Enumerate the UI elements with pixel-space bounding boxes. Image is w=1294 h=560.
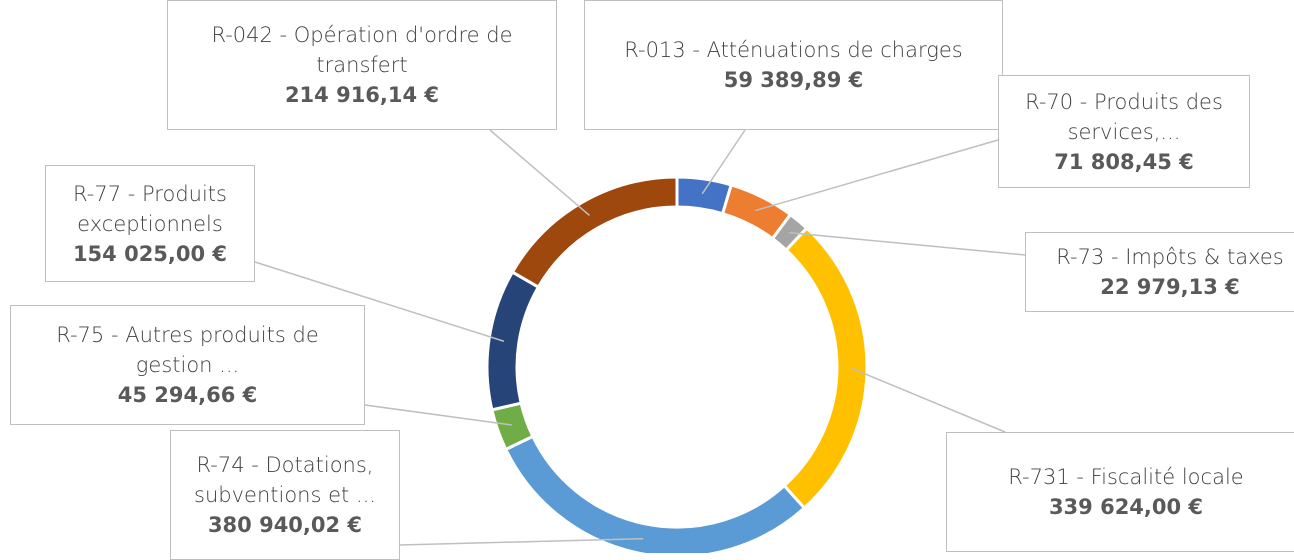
value-label: 214 916,14 € — [284, 83, 440, 107]
leader-line — [701, 129, 746, 195]
value-label: 339 624,00 € — [1048, 495, 1204, 519]
leader-line — [789, 231, 1026, 256]
category-label: R-75 - Autres produits de gestion ... — [56, 323, 319, 377]
category-label: R-73 - Impôts & taxes — [1056, 245, 1284, 269]
category-label: R-013 - Atténuations de charges — [624, 38, 963, 62]
data-label: R-042 - Opération d'ordre de transfert 21… — [167, 0, 557, 130]
category-label: R-70 - Produits des services,... — [1025, 89, 1223, 144]
leader-line — [364, 404, 513, 426]
leader-line — [254, 261, 505, 342]
data-label: R-73 - Impôts & taxes 22 979,13 € — [1025, 232, 1294, 312]
value-label: 380 940,02 € — [207, 513, 363, 537]
donut-slice — [485, 270, 541, 412]
data-label: R-74 - Dotations, subventions et ... 380 … — [170, 430, 400, 560]
data-label: R-75 - Autres produits de gestion ... 45 … — [10, 305, 365, 425]
donut-slice — [503, 434, 807, 553]
leader-line — [851, 367, 1006, 433]
value-label: 22 979,13 € — [1100, 275, 1240, 299]
data-label: R-731 - Fiscalité locale 339 624,00 € — [946, 432, 1294, 552]
donut-slice — [782, 226, 869, 511]
category-label: R-77 - Produits exceptionnels — [73, 181, 227, 236]
leader-line — [489, 129, 590, 217]
donut-slice — [510, 175, 679, 290]
value-label: 154 025,00 € — [72, 241, 228, 266]
data-label: R-77 - Produits exceptionnels 154 025,00 … — [45, 165, 255, 282]
value-label: 45 294,66 € — [117, 383, 258, 407]
category-label: R-731 - Fiscalité locale — [1008, 465, 1244, 489]
leader-line — [755, 139, 999, 212]
value-label: 59 389,89 € — [723, 68, 864, 92]
value-label: 71 808,45 € — [1054, 149, 1194, 174]
data-label: R-70 - Produits des services,... 71 808,4… — [998, 75, 1250, 188]
leader-line — [399, 537, 644, 546]
category-label: R-042 - Opération d'ordre de transfert — [211, 23, 513, 77]
category-label: R-74 - Dotations, subventions et ... — [194, 453, 376, 507]
data-label: R-013 - Atténuations de charges 59 389,89… — [584, 0, 1003, 130]
